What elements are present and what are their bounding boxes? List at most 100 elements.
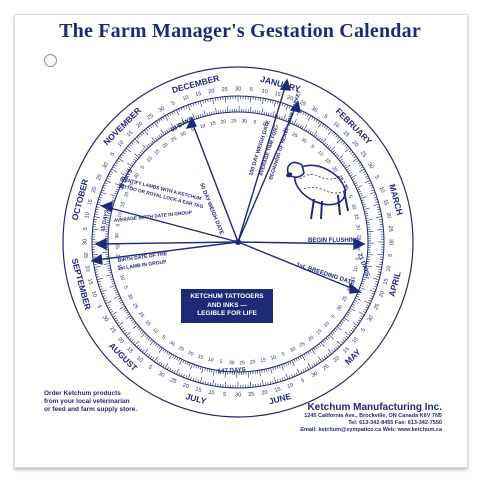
outer-tick bbox=[160, 363, 163, 366]
outer-tick bbox=[265, 382, 267, 386]
outer-tick bbox=[173, 370, 176, 374]
outer-tick bbox=[104, 182, 108, 185]
inner-tick bbox=[180, 121, 183, 125]
outer-tick bbox=[197, 101, 199, 105]
outer-tick bbox=[100, 191, 107, 195]
inner-tick bbox=[134, 153, 140, 158]
outer-tick bbox=[364, 173, 368, 176]
outer-tick bbox=[207, 99, 209, 103]
inner-tick bbox=[339, 322, 343, 326]
outer-day-number: 5 bbox=[373, 175, 380, 180]
outer-tick bbox=[327, 130, 333, 135]
inner-tick bbox=[174, 124, 177, 128]
inner-tick bbox=[114, 295, 120, 299]
inner-day-number: 25 bbox=[231, 118, 237, 124]
inner-tick bbox=[170, 123, 175, 130]
outer-tick bbox=[95, 273, 99, 276]
inner-tick bbox=[130, 319, 134, 322]
outer-tick bbox=[176, 368, 180, 375]
outer-tick bbox=[365, 175, 369, 178]
inner-tick bbox=[340, 160, 344, 164]
outer-tick bbox=[124, 331, 128, 335]
inner-tick bbox=[211, 369, 213, 373]
inner-tick bbox=[318, 137, 322, 141]
outer-tick bbox=[335, 346, 338, 350]
inner-tick bbox=[343, 317, 349, 322]
inner-tick bbox=[168, 352, 171, 356]
outer-day-number: 20 bbox=[208, 88, 215, 95]
inner-tick bbox=[295, 358, 298, 362]
inner-rotating-disc[interactable]: 5101520253051015202530510152025305101520… bbox=[101, 105, 375, 379]
inner-tick bbox=[361, 199, 365, 202]
inner-tick bbox=[224, 371, 226, 378]
inner-tick bbox=[195, 365, 198, 369]
inner-day-number: 30 bbox=[356, 245, 362, 251]
inner-tick bbox=[356, 295, 360, 298]
inner-tick bbox=[126, 168, 130, 171]
inner-day-number: 5 bbox=[219, 359, 223, 365]
inner-day-number: 15 bbox=[119, 201, 126, 208]
outer-tick bbox=[265, 98, 267, 102]
outer-tick bbox=[129, 337, 132, 340]
inner-tick bbox=[178, 358, 181, 362]
outer-tick bbox=[311, 364, 314, 368]
inner-tick bbox=[349, 307, 356, 312]
inner-tick bbox=[109, 285, 116, 288]
outer-tick bbox=[327, 349, 333, 354]
outer-tick bbox=[169, 368, 172, 372]
outer-day-number: 5 bbox=[323, 114, 329, 121]
inner-day-number: 25 bbox=[336, 174, 344, 182]
order-line-3: or feed and farm supply store. bbox=[44, 406, 138, 413]
outer-tick bbox=[149, 356, 153, 359]
outer-tick bbox=[362, 311, 366, 314]
inner-tick bbox=[129, 317, 133, 320]
outer-day-number: 5 bbox=[360, 327, 367, 333]
inner-day-number: 25 bbox=[177, 345, 185, 353]
inner-tick bbox=[289, 361, 292, 365]
outer-tick bbox=[180, 107, 183, 111]
outer-tick bbox=[192, 377, 195, 381]
outer-tick bbox=[285, 373, 289, 380]
inner-tick bbox=[307, 129, 310, 133]
outer-day-number: 5 bbox=[388, 254, 394, 258]
inner-tick bbox=[336, 326, 342, 331]
outer-tick bbox=[272, 380, 274, 384]
inner-tick bbox=[107, 267, 111, 269]
inner-day-number: 5 bbox=[140, 165, 147, 171]
outer-day-number: 20 bbox=[116, 336, 125, 345]
outer-tick bbox=[357, 319, 361, 322]
sheep-icon bbox=[286, 161, 349, 220]
outer-tick bbox=[116, 160, 120, 163]
inner-tick bbox=[203, 110, 206, 117]
inner-tick bbox=[160, 133, 163, 137]
inner-day-number: 25 bbox=[114, 243, 120, 249]
outer-tick bbox=[187, 104, 191, 111]
inner-tick bbox=[272, 367, 274, 371]
outer-day-number: 10 bbox=[287, 382, 295, 390]
inner-tick bbox=[164, 350, 167, 354]
order-line-1: Order Ketchum products bbox=[44, 390, 121, 397]
outer-tick bbox=[132, 140, 136, 143]
inner-tick bbox=[119, 180, 123, 183]
inner-tick bbox=[363, 207, 370, 210]
outer-tick bbox=[121, 153, 124, 157]
inner-day-number: 20 bbox=[137, 311, 145, 319]
company-web[interactable]: Email: ketchum@sympatico.ca Web: www.ket… bbox=[300, 427, 442, 433]
inner-day-number: 10 bbox=[146, 155, 154, 163]
inner-tick bbox=[115, 293, 119, 296]
calendar-card bbox=[14, 14, 468, 468]
outer-tick bbox=[141, 131, 145, 135]
inner-tick bbox=[176, 357, 179, 361]
inner-tick bbox=[181, 118, 185, 124]
outer-tick bbox=[344, 337, 347, 340]
outer-tick bbox=[353, 325, 357, 329]
outer-tick bbox=[378, 213, 382, 215]
inner-day-number: 20 bbox=[354, 224, 361, 230]
inner-tick bbox=[197, 115, 200, 119]
inner-tick bbox=[328, 334, 334, 340]
outer-tick bbox=[364, 308, 368, 311]
outer-tick bbox=[225, 381, 227, 388]
inner-tick bbox=[364, 212, 368, 215]
inner-tick bbox=[344, 315, 348, 318]
